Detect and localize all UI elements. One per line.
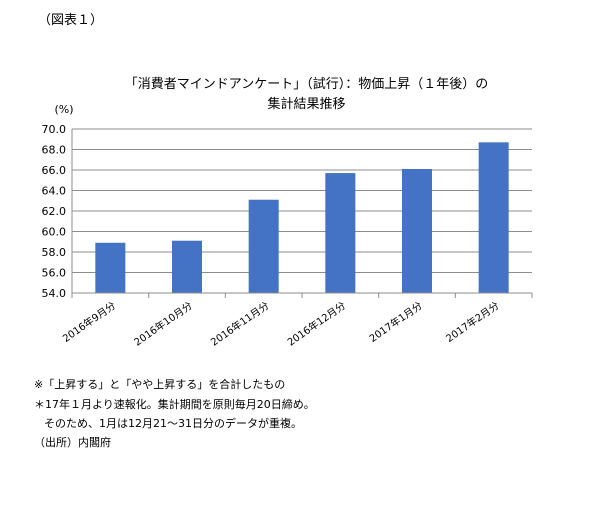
note-1: ※「上昇する」と「やや上昇する」を合計したもの xyxy=(34,378,286,391)
chart-title-line1: 「消費者マインドアンケート」（試行）：物価上昇（１年後）の xyxy=(124,77,489,92)
y-tick-label: 68.0 xyxy=(42,144,67,157)
source-note: （出所）内閣府 xyxy=(34,436,111,449)
bar xyxy=(95,242,126,293)
note-3: そのため、1月は12月21～31日分のデータが重複。 xyxy=(44,417,302,430)
y-tick-label: 62.0 xyxy=(42,205,67,218)
chart-title-line2: 集計結果推移 xyxy=(267,97,346,112)
gridlines xyxy=(72,128,532,294)
y-tick-label: 60.0 xyxy=(42,226,67,239)
y-tick-label: 64.0 xyxy=(42,185,67,198)
x-tick-label: 2016年10月分 xyxy=(131,299,194,349)
bar xyxy=(478,142,509,293)
bar xyxy=(402,168,432,293)
y-tick-label: 54.0 xyxy=(42,287,67,300)
y-tick-label: 58.0 xyxy=(42,246,67,259)
y-tick-labels: 54.0 56.0 58.0 60.0 62.0 64.0 66.0 68.0 70.0 xyxy=(42,123,67,300)
bar xyxy=(248,199,279,293)
bar xyxy=(325,173,356,293)
y-tick-label: 56.0 xyxy=(42,267,67,280)
x-tick-label: 2016年9月分 xyxy=(60,299,118,345)
y-tick-label: 70.0 xyxy=(42,123,67,136)
bar-chart: (%) 54.0 56.0 58.0 60.0 62.0 64.0 66.0 68.0 70.0… xyxy=(42,103,533,349)
axes xyxy=(71,129,533,298)
figure-label: （図表１） xyxy=(38,13,104,28)
x-tick-label: 2017年2月分 xyxy=(443,299,501,345)
y-axis-label: (%) xyxy=(54,103,73,116)
note-2: ＊17年１月より速報化。集計期間を原則毎月20日締め。 xyxy=(34,398,315,411)
x-tick-labels: 2016年9月分 2016年10月分 2016年11月分 2016年12月分 2017年… xyxy=(60,299,501,349)
x-tick-label: 2016年12月分 xyxy=(285,299,348,349)
bar xyxy=(172,240,202,293)
x-tick-label: 2016年11月分 xyxy=(208,299,271,349)
y-tick-label: 66.0 xyxy=(42,164,67,177)
bars xyxy=(95,142,509,293)
x-tick-label: 2017年1月分 xyxy=(367,299,425,345)
